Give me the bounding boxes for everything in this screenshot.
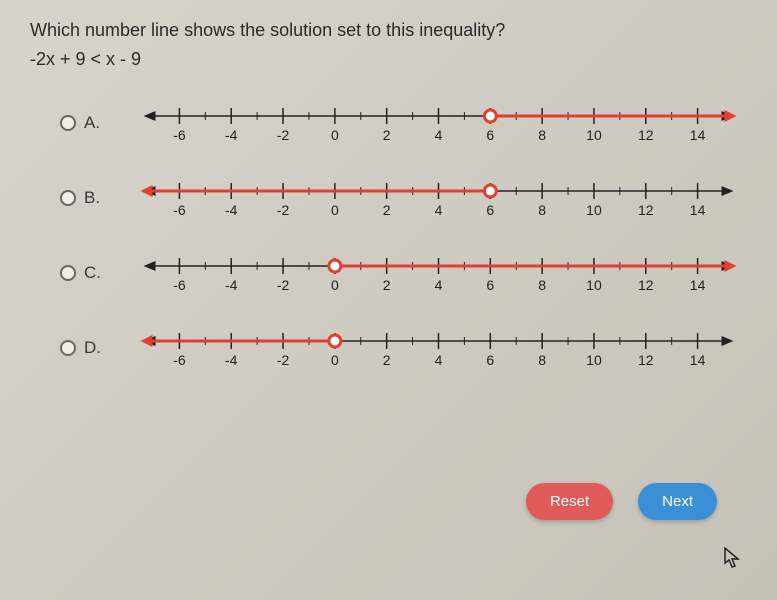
svg-text:14: 14 bbox=[690, 352, 706, 368]
svg-text:8: 8 bbox=[538, 352, 546, 368]
option-row: C. -6 -4 -2 0 2 4 6 8 10 12 14 bbox=[60, 245, 747, 300]
option-radio-label[interactable]: A. bbox=[60, 113, 130, 133]
svg-text:-6: -6 bbox=[173, 277, 186, 293]
svg-text:4: 4 bbox=[435, 127, 443, 143]
number-line-wrap: -6 -4 -2 0 2 4 6 8 10 12 14 bbox=[130, 323, 747, 373]
number-line: -6 -4 -2 0 2 4 6 8 10 12 14 bbox=[130, 248, 747, 298]
svg-text:0: 0 bbox=[331, 352, 339, 368]
button-row: Reset Next bbox=[526, 483, 717, 520]
svg-text:12: 12 bbox=[638, 352, 654, 368]
reset-button[interactable]: Reset bbox=[526, 483, 613, 520]
svg-text:-6: -6 bbox=[173, 352, 186, 368]
svg-text:12: 12 bbox=[638, 127, 654, 143]
svg-text:4: 4 bbox=[435, 352, 443, 368]
options-container: A. -6 -4 -2 0 2 4 6 8 10 12 14 B. -6 -4 -2 0 2 4 6 8 10 12 1… bbox=[60, 95, 747, 375]
svg-text:10: 10 bbox=[586, 127, 602, 143]
radio-icon[interactable] bbox=[60, 190, 76, 206]
number-line: -6 -4 -2 0 2 4 6 8 10 12 14 bbox=[130, 98, 747, 148]
svg-text:10: 10 bbox=[586, 277, 602, 293]
option-radio-label[interactable]: C. bbox=[60, 263, 130, 283]
number-line: -6 -4 -2 0 2 4 6 8 10 12 14 bbox=[130, 323, 747, 373]
svg-text:2: 2 bbox=[383, 127, 391, 143]
option-radio-label[interactable]: D. bbox=[60, 338, 130, 358]
svg-text:14: 14 bbox=[690, 127, 706, 143]
svg-text:-4: -4 bbox=[225, 127, 238, 143]
svg-text:12: 12 bbox=[638, 277, 654, 293]
next-button[interactable]: Next bbox=[638, 483, 717, 520]
svg-text:0: 0 bbox=[331, 127, 339, 143]
svg-text:4: 4 bbox=[435, 202, 443, 218]
svg-text:6: 6 bbox=[486, 202, 494, 218]
svg-text:0: 0 bbox=[331, 202, 339, 218]
number-line: -6 -4 -2 0 2 4 6 8 10 12 14 bbox=[130, 173, 747, 223]
svg-text:10: 10 bbox=[586, 202, 602, 218]
svg-text:2: 2 bbox=[383, 352, 391, 368]
option-letter: D. bbox=[84, 338, 101, 358]
svg-text:10: 10 bbox=[586, 352, 602, 368]
number-line-wrap: -6 -4 -2 0 2 4 6 8 10 12 14 bbox=[130, 98, 747, 148]
inequality-text: -2x + 9 < x - 9 bbox=[30, 49, 747, 70]
option-row: B. -6 -4 -2 0 2 4 6 8 10 12 14 bbox=[60, 170, 747, 225]
option-letter: B. bbox=[84, 188, 100, 208]
number-line-wrap: -6 -4 -2 0 2 4 6 8 10 12 14 bbox=[130, 173, 747, 223]
svg-text:-4: -4 bbox=[225, 202, 238, 218]
svg-text:6: 6 bbox=[486, 127, 494, 143]
svg-text:-6: -6 bbox=[173, 202, 186, 218]
svg-text:6: 6 bbox=[486, 352, 494, 368]
svg-text:4: 4 bbox=[435, 277, 443, 293]
option-row: D. -6 -4 -2 0 2 4 6 8 10 12 14 bbox=[60, 320, 747, 375]
svg-text:14: 14 bbox=[690, 277, 706, 293]
option-letter: A. bbox=[84, 113, 100, 133]
svg-text:8: 8 bbox=[538, 277, 546, 293]
option-row: A. -6 -4 -2 0 2 4 6 8 10 12 14 bbox=[60, 95, 747, 150]
option-radio-label[interactable]: B. bbox=[60, 188, 130, 208]
svg-text:-2: -2 bbox=[277, 127, 290, 143]
svg-text:8: 8 bbox=[538, 127, 546, 143]
svg-text:0: 0 bbox=[331, 277, 339, 293]
question-text: Which number line shows the solution set… bbox=[30, 20, 747, 41]
number-line-wrap: -6 -4 -2 0 2 4 6 8 10 12 14 bbox=[130, 248, 747, 298]
svg-text:-2: -2 bbox=[277, 352, 290, 368]
radio-icon[interactable] bbox=[60, 340, 76, 356]
option-letter: C. bbox=[84, 263, 101, 283]
svg-text:-4: -4 bbox=[225, 277, 238, 293]
svg-text:12: 12 bbox=[638, 202, 654, 218]
svg-text:-6: -6 bbox=[173, 127, 186, 143]
svg-text:14: 14 bbox=[690, 202, 706, 218]
svg-text:2: 2 bbox=[383, 277, 391, 293]
svg-text:6: 6 bbox=[486, 277, 494, 293]
svg-text:-4: -4 bbox=[225, 352, 238, 368]
svg-text:2: 2 bbox=[383, 202, 391, 218]
svg-text:-2: -2 bbox=[277, 202, 290, 218]
svg-text:-2: -2 bbox=[277, 277, 290, 293]
radio-icon[interactable] bbox=[60, 115, 76, 131]
cursor-icon bbox=[724, 547, 742, 575]
radio-icon[interactable] bbox=[60, 265, 76, 281]
svg-text:8: 8 bbox=[538, 202, 546, 218]
